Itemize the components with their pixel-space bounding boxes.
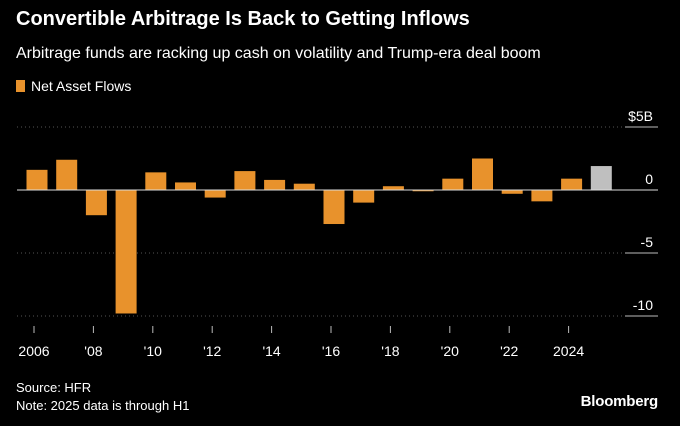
y-tick-label: -10	[633, 297, 653, 313]
footer: Source: HFR Note: 2025 data is through H…	[16, 379, 189, 415]
bar-2010	[145, 172, 167, 190]
y-tick-label: 0	[645, 171, 653, 187]
x-tick-label: '18	[381, 343, 399, 359]
bar-2021	[472, 158, 493, 190]
bar-2007	[56, 159, 78, 190]
x-tick-label: '14	[262, 343, 280, 359]
bar-2023	[531, 190, 553, 202]
x-tick-label: '16	[322, 343, 340, 359]
bar-2014	[264, 179, 286, 190]
y-tick-label: -5	[641, 234, 654, 250]
x-tick-label: '12	[203, 343, 221, 359]
y-tick-label: $5B	[628, 108, 653, 124]
bar-2022	[501, 190, 523, 194]
legend: Net Asset Flows	[16, 78, 131, 94]
bar-2015	[293, 183, 315, 190]
bar-2016	[323, 190, 345, 225]
bar-2025	[590, 166, 612, 190]
bar-2020	[442, 178, 464, 190]
bar-2018	[382, 186, 404, 190]
x-tick-label: '20	[441, 343, 459, 359]
bar-2012	[204, 190, 226, 198]
x-tick-label: '10	[144, 343, 162, 359]
legend-label: Net Asset Flows	[31, 78, 132, 94]
chart-title: Convertible Arbitrage Is Back to Getting…	[16, 8, 470, 30]
bar-2008	[85, 190, 107, 216]
x-tick-label: 2024	[553, 343, 584, 359]
bar-2017	[353, 190, 375, 203]
x-tick-label: 2006	[18, 343, 49, 359]
legend-swatch	[16, 80, 25, 92]
bar-2011	[175, 182, 196, 190]
source-note: Source: HFR	[16, 380, 92, 395]
bar-2009	[115, 190, 137, 314]
bar-2006	[26, 169, 48, 190]
x-tick-label: '22	[500, 343, 518, 359]
chart-subtitle: Arbitrage funds are racking up cash on v…	[16, 45, 541, 62]
bar-2013	[234, 171, 256, 190]
bar-2019	[412, 190, 434, 192]
x-tick-label: '08	[84, 343, 102, 359]
bar-2024	[561, 178, 583, 190]
data-note: Note: 2025 data is through H1	[16, 398, 190, 413]
bloomberg-logo: Bloomberg	[580, 393, 659, 410]
